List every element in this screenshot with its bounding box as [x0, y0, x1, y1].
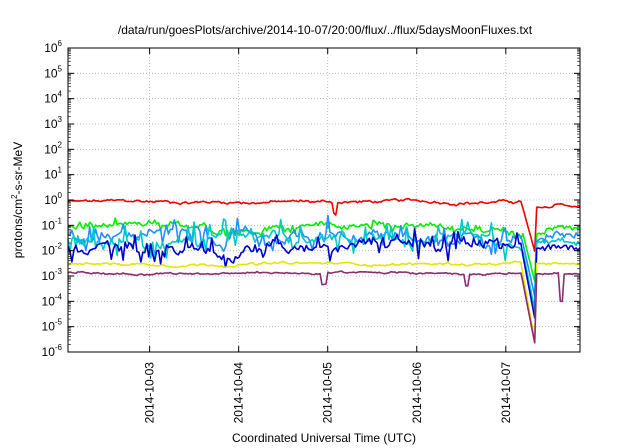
- series-line-4: [67, 218, 581, 310]
- y-tick-label: 10-5: [42, 318, 63, 334]
- y-tick-label: 10-1: [42, 216, 63, 232]
- y-tick-label: 106: [44, 39, 62, 55]
- x-tick-label: 2014-10-06: [410, 362, 424, 424]
- series-line-6: [67, 260, 581, 342]
- x-tick-label: 2014-10-05: [321, 362, 335, 424]
- series-line-1: [67, 197, 581, 252]
- y-tick-label: 10-2: [42, 242, 63, 258]
- y-axis-title-sup: 2: [10, 194, 19, 199]
- y-tick-label: 104: [44, 90, 62, 106]
- series-layer: [67, 197, 581, 344]
- series-line-5: [67, 227, 581, 319]
- x-tick-label: 2014-10-07: [499, 362, 513, 424]
- y-tick-label: 102: [44, 140, 62, 156]
- x-tick-label: 2014-10-03: [143, 362, 157, 424]
- y-tick-label: 10-3: [42, 267, 63, 283]
- series-line-7: [67, 270, 581, 344]
- y-tick-label: 101: [44, 166, 62, 182]
- y-axis-title-pre: protons/cm: [11, 199, 25, 258]
- x-axis: 2014-10-03 2014-10-04 2014-10-05 2014-10-06…: [143, 48, 513, 423]
- y-tick-label: 105: [44, 64, 62, 80]
- y-axis-title: protons/cm2-s-sr-MeV: [10, 142, 25, 258]
- y-axis: 10-6 10-5 10-4 10-3 10-2 10-1 100 101 102 103 104 1…: [42, 39, 580, 359]
- y-tick-label: 10-4: [42, 292, 63, 308]
- y-axis-title-post: -s-sr-MeV: [11, 142, 25, 195]
- y-tick-label: 10-6: [42, 343, 63, 359]
- y-tick-label: 103: [44, 115, 62, 131]
- chart-title: /data/run/goesPlots/archive/2014-10-07/2…: [118, 23, 533, 37]
- x-axis-title: Coordinated Universal Time (UTC): [232, 431, 416, 445]
- x-tick-label: 2014-10-04: [232, 362, 246, 424]
- series-line-2: [67, 217, 581, 283]
- y-tick-label: 100: [44, 191, 62, 207]
